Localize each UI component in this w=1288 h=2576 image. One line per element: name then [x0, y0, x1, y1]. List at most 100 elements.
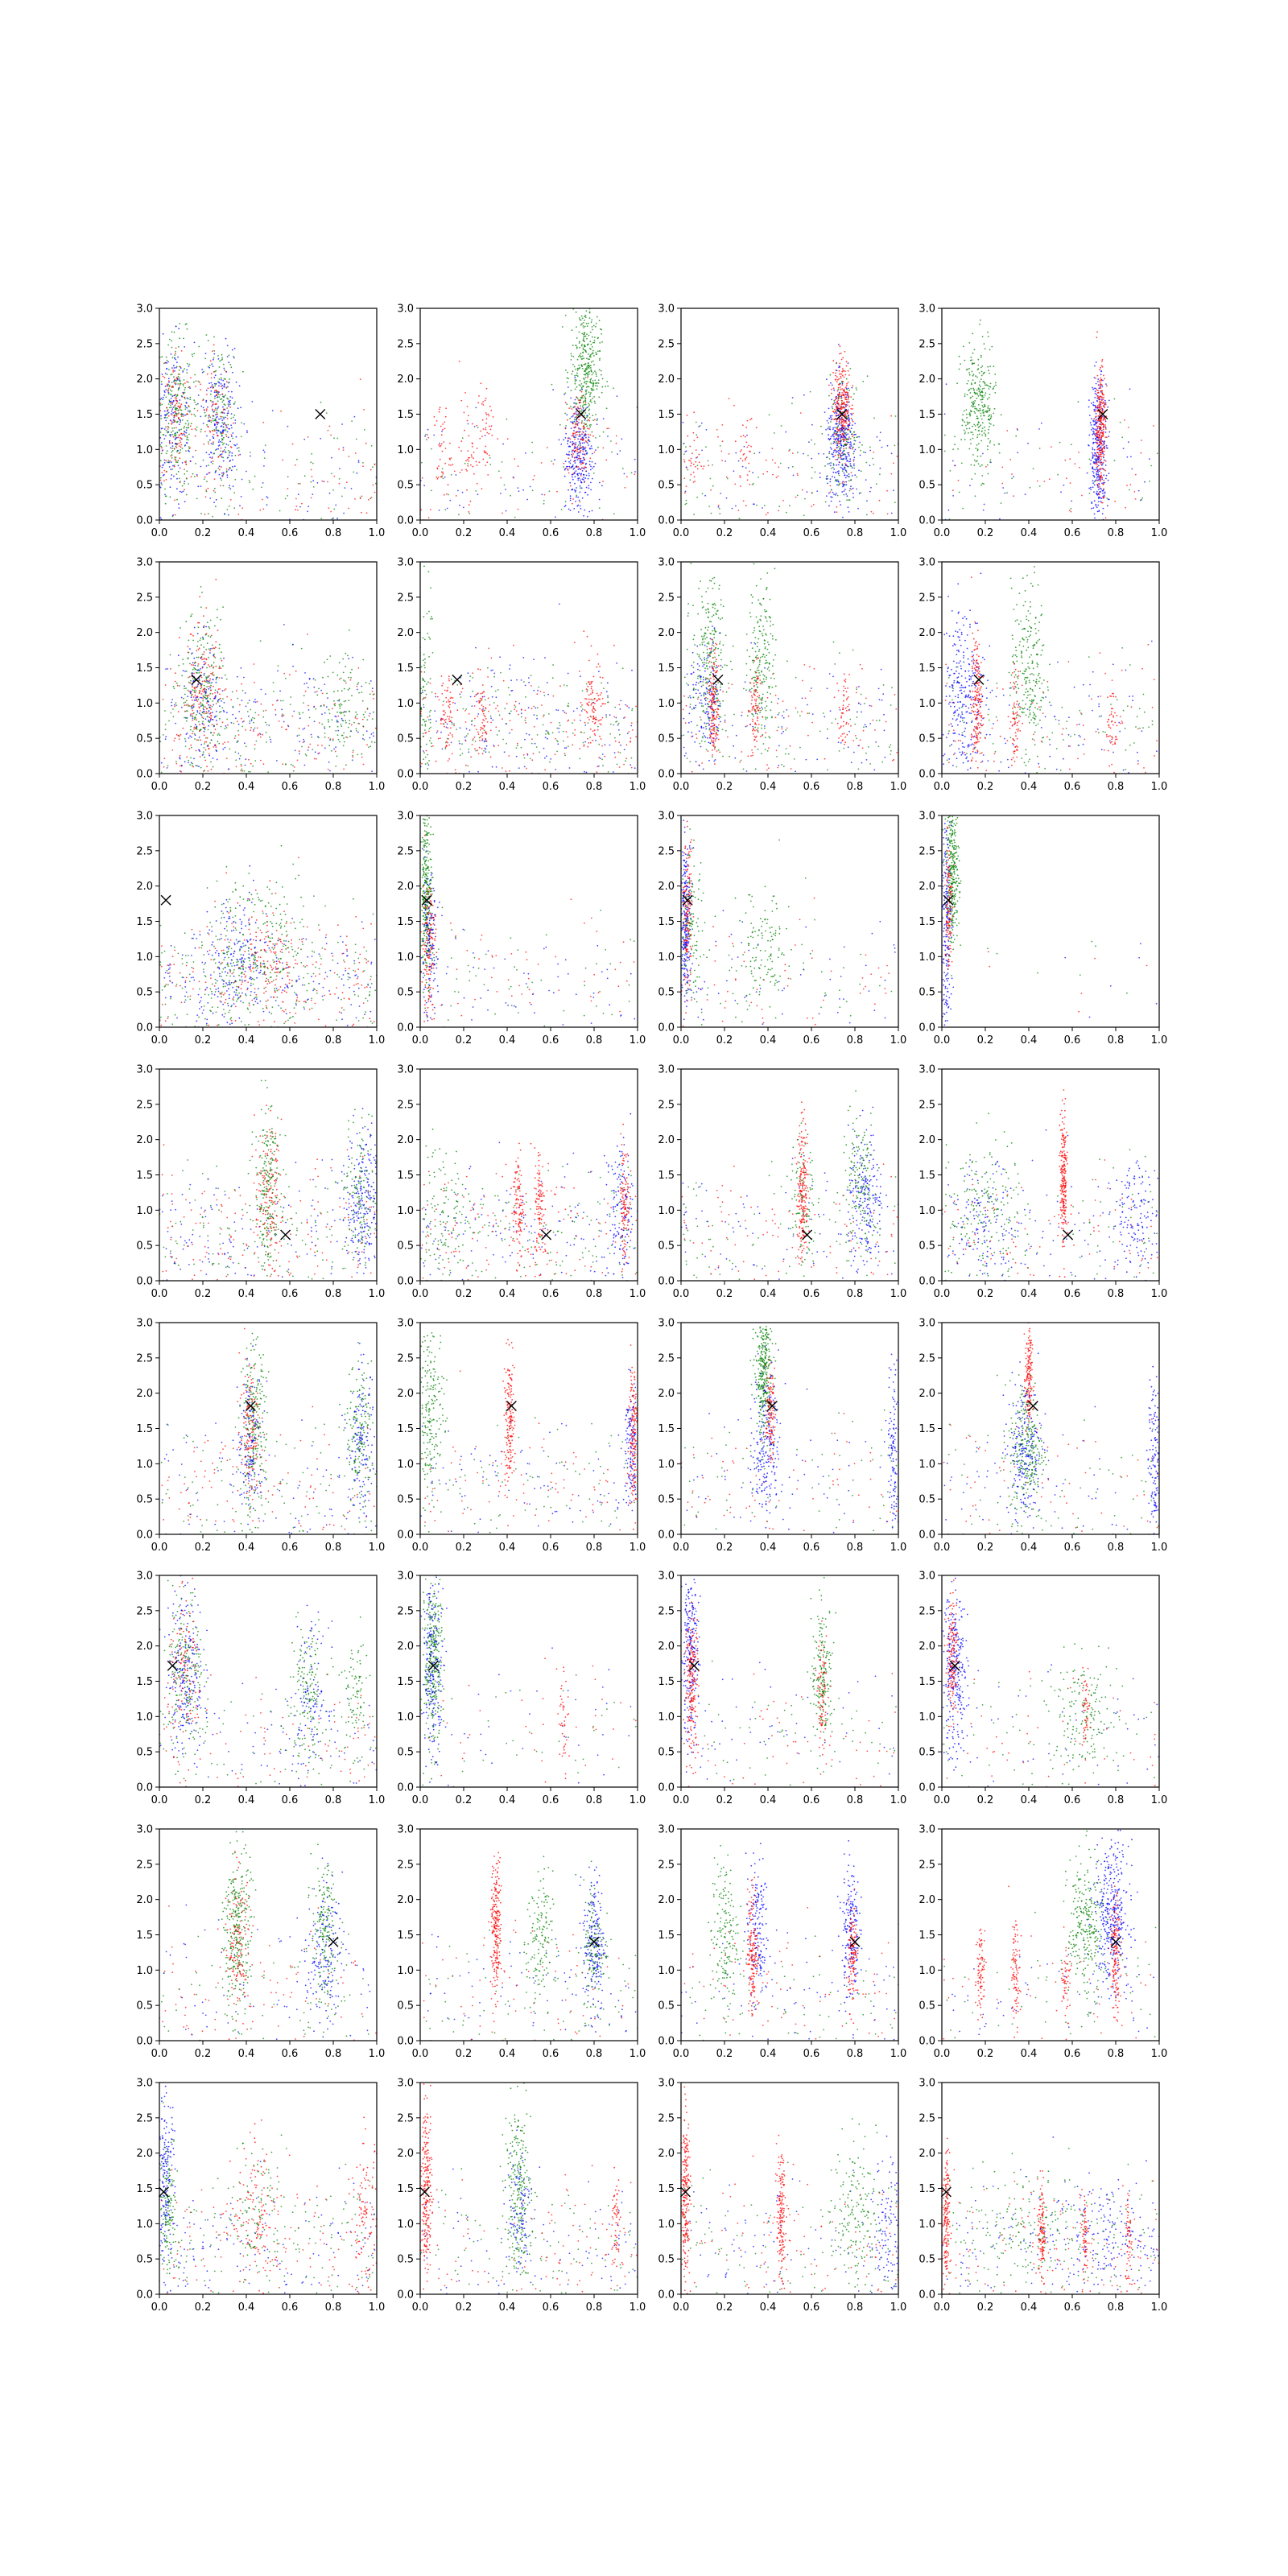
point-red	[1099, 456, 1101, 458]
point-blue	[947, 509, 950, 511]
point-red	[692, 464, 695, 465]
point-green	[833, 431, 836, 434]
point-green	[208, 648, 210, 650]
point-blue	[505, 510, 507, 512]
point-blue	[845, 404, 848, 406]
point-blue	[1093, 408, 1096, 411]
point-blue	[1102, 444, 1104, 446]
point-green	[976, 407, 977, 410]
point-red	[221, 432, 224, 435]
point-red	[839, 394, 841, 396]
point-red	[368, 498, 369, 501]
point-green	[218, 396, 221, 398]
point-red	[466, 419, 469, 422]
point-green	[171, 340, 173, 342]
point-red	[577, 406, 579, 408]
point-red	[195, 449, 196, 452]
point-blue	[828, 438, 830, 440]
point-green	[1000, 414, 1002, 416]
point-red	[440, 425, 442, 427]
point-red	[236, 720, 238, 723]
point-green	[598, 369, 601, 371]
point-red	[286, 729, 287, 731]
point-blue	[582, 409, 584, 411]
point-green	[200, 428, 202, 431]
point-blue	[262, 482, 264, 484]
point-red	[745, 441, 748, 444]
point-blue	[808, 441, 810, 443]
point-red	[693, 411, 696, 414]
point-blue	[361, 737, 364, 740]
point-blue	[201, 371, 204, 374]
point-blue	[844, 456, 847, 458]
point-blue	[552, 389, 554, 390]
x-marker	[315, 409, 326, 419]
point-green	[219, 360, 221, 362]
point-red	[214, 390, 216, 392]
point-green	[340, 724, 342, 725]
point-red	[159, 479, 162, 481]
point-green	[705, 446, 707, 448]
point-blue	[264, 693, 266, 695]
point-blue	[197, 394, 200, 396]
point-blue	[337, 720, 339, 723]
point-blue	[216, 758, 218, 761]
point-blue	[564, 394, 565, 395]
point-blue	[846, 456, 848, 458]
point-red	[191, 428, 193, 431]
point-blue	[186, 369, 188, 371]
point-green	[264, 721, 266, 724]
point-blue	[210, 443, 213, 444]
point-green	[590, 399, 592, 401]
point-blue	[576, 413, 578, 415]
point-green	[173, 427, 175, 429]
point-green	[205, 695, 208, 697]
point-red	[567, 419, 568, 421]
point-blue	[1071, 500, 1072, 502]
point-red	[890, 415, 892, 417]
point-green	[325, 412, 328, 415]
point-red	[480, 430, 482, 432]
point-green	[170, 431, 172, 433]
point-red	[185, 464, 188, 465]
x-tick-label: 0.6	[803, 527, 820, 539]
point-red	[574, 406, 576, 407]
point-green	[210, 684, 212, 687]
point-red	[578, 456, 580, 457]
point-green	[593, 341, 596, 344]
point-blue	[590, 489, 592, 491]
point-blue	[811, 423, 813, 426]
point-blue	[1100, 497, 1103, 500]
point-blue	[184, 444, 186, 447]
point-green	[594, 336, 596, 338]
point-red	[1103, 442, 1105, 444]
point-green	[164, 502, 167, 505]
point-blue	[840, 395, 842, 398]
point-green	[984, 406, 985, 407]
point-green	[200, 513, 202, 514]
point-blue	[308, 506, 310, 508]
point-green	[989, 386, 992, 388]
point-green	[970, 387, 972, 390]
point-red	[1104, 436, 1107, 438]
point-blue	[831, 448, 832, 450]
point-blue	[180, 421, 182, 423]
point-blue	[1093, 500, 1096, 502]
point-red	[374, 491, 376, 493]
point-green	[368, 746, 369, 749]
point-blue	[592, 465, 595, 468]
point-red	[552, 463, 555, 465]
point-green	[303, 475, 306, 477]
point-blue	[567, 454, 569, 456]
point-blue	[180, 419, 182, 422]
point-green	[280, 700, 282, 702]
point-blue	[685, 450, 687, 452]
point-blue	[848, 473, 850, 475]
point-green	[180, 627, 181, 629]
point-red	[844, 403, 846, 406]
point-green	[583, 340, 584, 342]
point-blue	[170, 353, 172, 355]
point-blue	[830, 500, 832, 502]
point-red	[443, 493, 445, 496]
point-red	[213, 433, 215, 436]
